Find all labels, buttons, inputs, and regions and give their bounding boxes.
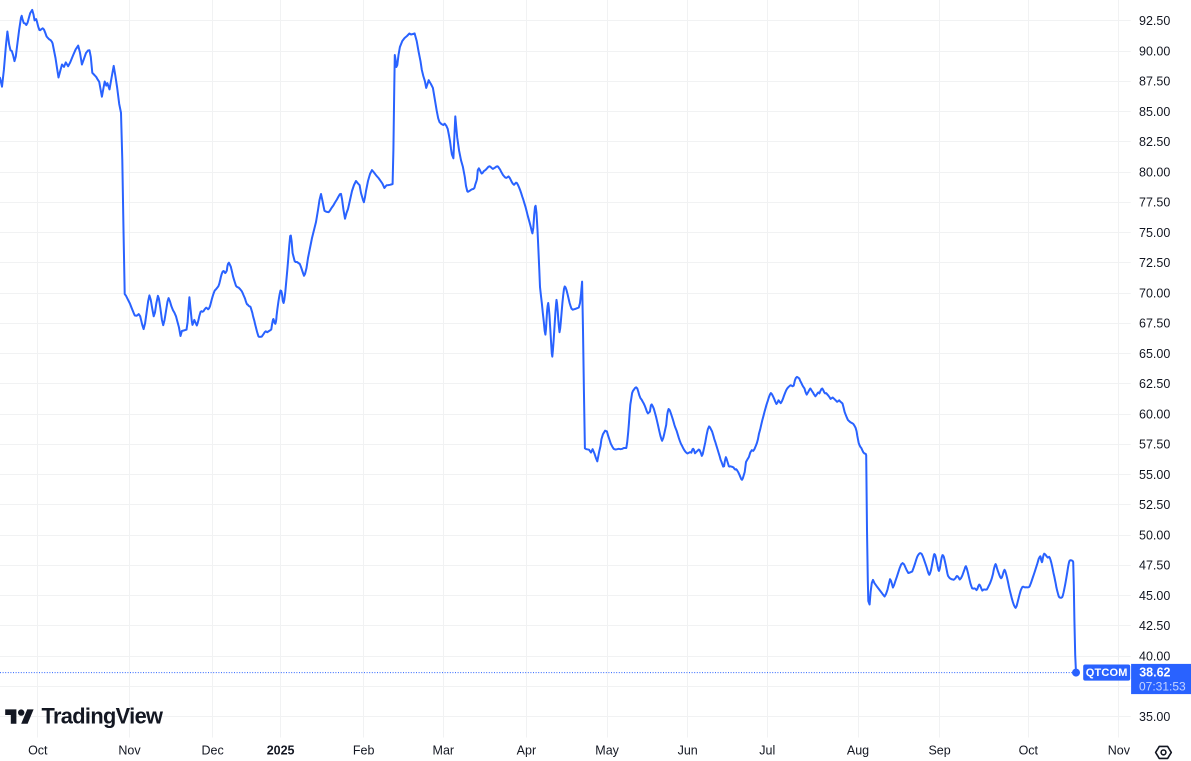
svg-text:TradingView: TradingView: [42, 704, 164, 729]
svg-text:35.00: 35.00: [1139, 710, 1170, 724]
svg-text:60.00: 60.00: [1139, 407, 1170, 421]
svg-text:Sep: Sep: [928, 744, 950, 758]
svg-text:Jun: Jun: [678, 744, 698, 758]
svg-text:50.00: 50.00: [1139, 528, 1170, 542]
svg-text:Feb: Feb: [353, 744, 375, 758]
svg-text:38.62: 38.62: [1139, 665, 1170, 679]
svg-text:82.50: 82.50: [1139, 135, 1170, 149]
svg-text:Nov: Nov: [1108, 744, 1131, 758]
svg-text:40.00: 40.00: [1139, 649, 1170, 663]
svg-text:2025: 2025: [267, 744, 295, 758]
svg-text:Apr: Apr: [517, 744, 536, 758]
svg-text:55.00: 55.00: [1139, 468, 1170, 482]
svg-text:65.00: 65.00: [1139, 347, 1170, 361]
svg-text:87.50: 87.50: [1139, 75, 1170, 89]
svg-text:77.50: 77.50: [1139, 196, 1170, 210]
svg-text:May: May: [595, 744, 619, 758]
svg-text:42.50: 42.50: [1139, 619, 1170, 633]
svg-text:67.50: 67.50: [1139, 317, 1170, 331]
svg-text:Oct: Oct: [1019, 744, 1039, 758]
svg-text:Mar: Mar: [433, 744, 455, 758]
svg-text:Nov: Nov: [118, 744, 141, 758]
svg-text:47.50: 47.50: [1139, 559, 1170, 573]
svg-text:52.50: 52.50: [1139, 498, 1170, 512]
svg-text:70.00: 70.00: [1139, 286, 1170, 300]
svg-text:57.50: 57.50: [1139, 438, 1170, 452]
svg-text:45.00: 45.00: [1139, 589, 1170, 603]
svg-text:75.00: 75.00: [1139, 226, 1170, 240]
svg-text:Dec: Dec: [201, 744, 223, 758]
svg-text:Jul: Jul: [759, 744, 775, 758]
svg-text:90.00: 90.00: [1139, 44, 1170, 58]
svg-text:62.50: 62.50: [1139, 377, 1170, 391]
svg-text:85.00: 85.00: [1139, 105, 1170, 119]
svg-text:Oct: Oct: [28, 744, 48, 758]
svg-text:92.50: 92.50: [1139, 14, 1170, 28]
svg-text:07:31:53: 07:31:53: [1139, 679, 1186, 693]
svg-text:QTCOM: QTCOM: [1086, 667, 1128, 679]
svg-text:72.50: 72.50: [1139, 256, 1170, 270]
svg-text:80.00: 80.00: [1139, 165, 1170, 179]
svg-text:Aug: Aug: [847, 744, 869, 758]
